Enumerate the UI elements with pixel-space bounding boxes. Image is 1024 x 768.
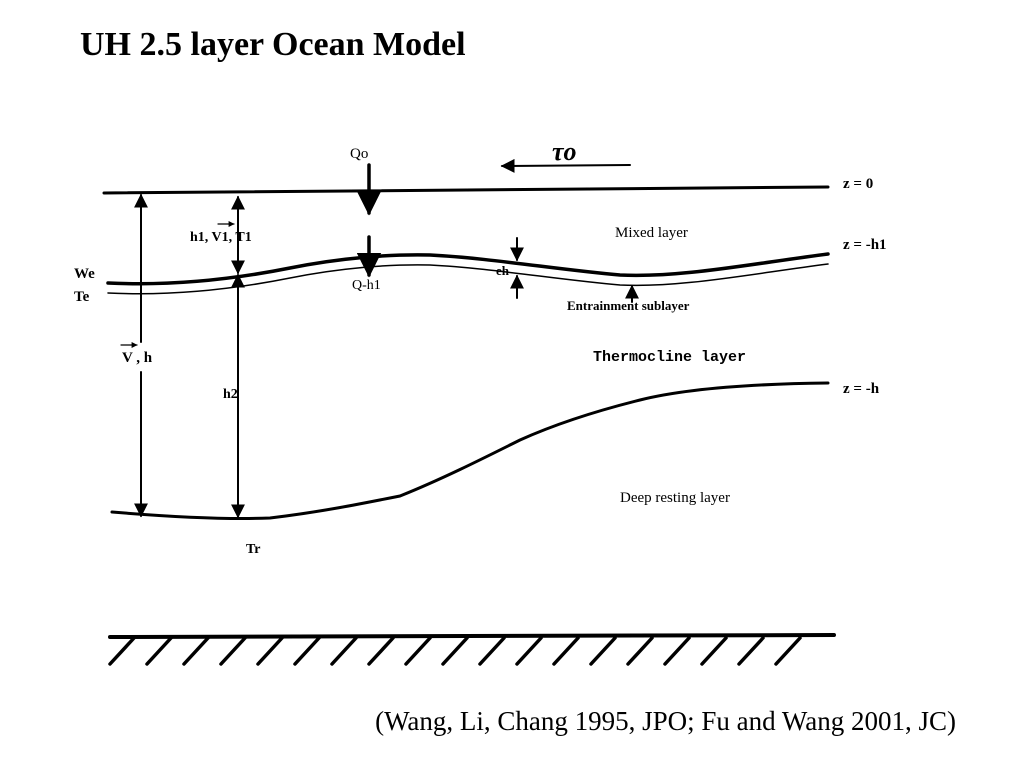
floor-hatch-stroke <box>145 636 173 666</box>
floor-hatch-stroke <box>700 636 728 666</box>
mixed-layer-level-label: z = -h1 <box>843 237 887 253</box>
entrainment-temperature-label: Te <box>74 289 90 305</box>
sublayer-thickness-label: eh <box>496 263 510 278</box>
floor-hatch-stroke <box>737 636 765 666</box>
resting-temperature-label: Tr <box>246 542 261 557</box>
ocean-floor-hatching <box>108 636 802 666</box>
floor-hatch-stroke <box>367 636 395 666</box>
floor-hatch-stroke <box>478 636 506 666</box>
surface-heat-flux-label: Qo <box>350 146 368 162</box>
slide-title: UH 2.5 layer Ocean Model <box>80 26 466 63</box>
bottom-heat-flux-label: Q-h1 <box>352 278 381 293</box>
entrainment-velocity-label: We <box>74 266 95 282</box>
floor-hatch-stroke <box>256 636 284 666</box>
floor-hatch-stroke <box>108 636 136 666</box>
citation: (Wang, Li, Chang 1995, JPO; Fu and Wang … <box>375 706 956 736</box>
floor-hatch-stroke <box>293 636 321 666</box>
floor-hatch-stroke <box>663 636 691 666</box>
floor-hatch-stroke <box>552 636 580 666</box>
floor-hatch-stroke <box>219 636 247 666</box>
wind-stress-label: τo <box>552 137 577 166</box>
floor-hatch-stroke <box>404 636 432 666</box>
surface-level-label: z = 0 <box>843 176 873 192</box>
lower-thickness-label: h2 <box>223 387 238 402</box>
ocean-floor-line <box>108 633 836 639</box>
floor-hatch-stroke <box>441 636 469 666</box>
sea-surface-line <box>102 185 830 195</box>
floor-hatch-stroke <box>515 636 543 666</box>
total-flow-label: V , h <box>122 350 153 366</box>
floor-hatch-stroke <box>182 636 210 666</box>
floor-hatch-stroke <box>774 636 802 666</box>
floor-hatch-stroke <box>589 636 617 666</box>
deep-layer-name: Deep resting layer <box>620 490 730 506</box>
thermocline-layer-name: Thermocline layer <box>593 349 746 366</box>
mixed-layer-vars-label: h1, V1, T1 <box>190 230 252 245</box>
entrainment-sublayer-name: Entrainment sublayer <box>567 298 690 313</box>
thermocline-level-label: z = -h <box>843 381 880 397</box>
floor-hatch-stroke <box>330 636 358 666</box>
thermocline-bottom-line <box>110 381 830 521</box>
floor-hatch-stroke <box>626 636 654 666</box>
mixed-layer-name: Mixed layer <box>615 225 688 241</box>
wind-stress-arrow <box>500 158 631 173</box>
